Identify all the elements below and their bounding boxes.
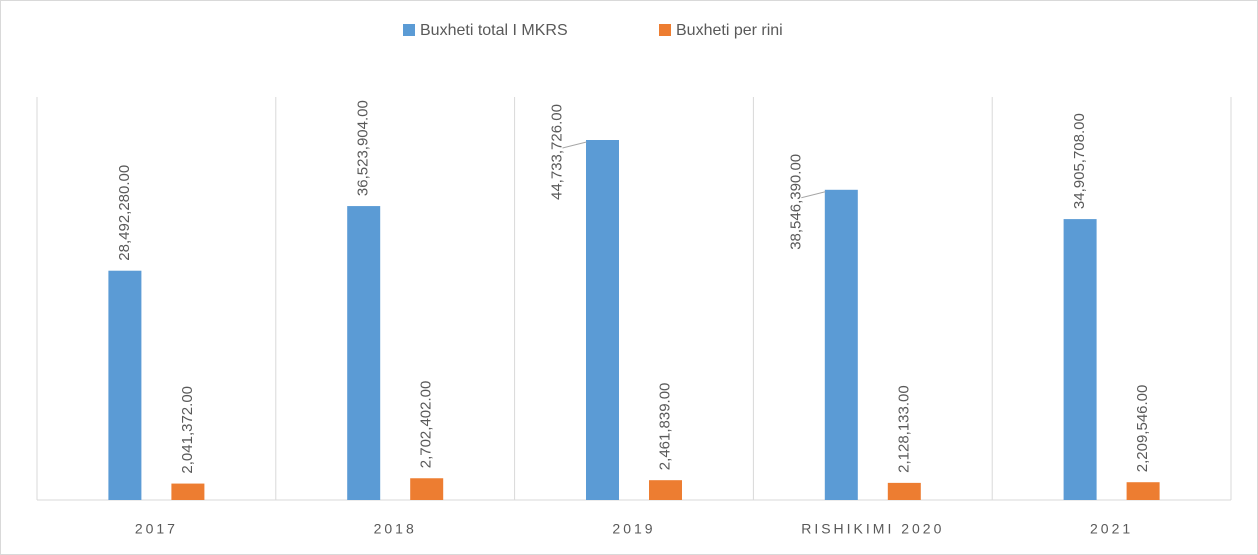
- data-label: 38,546,390.00: [787, 154, 804, 250]
- bar: [586, 140, 619, 500]
- data-label: 36,523,904.00: [355, 100, 372, 196]
- bar: [347, 206, 381, 500]
- data-label: 34,905,708.00: [1071, 113, 1088, 209]
- data-label: 2,209,546.00: [1134, 385, 1151, 473]
- x-tick-label: RISHIKIMI 2020: [801, 521, 944, 537]
- leader-line: [801, 191, 826, 199]
- x-tick-label: 2019: [612, 521, 655, 537]
- leader-line: [562, 141, 587, 149]
- data-label: 2,702,402.00: [418, 381, 435, 469]
- data-label: 2,128,133.00: [895, 385, 912, 473]
- bar: [171, 483, 205, 500]
- data-label: 2,041,372.00: [179, 386, 196, 474]
- bar: [1126, 482, 1160, 500]
- bar: [824, 189, 858, 500]
- data-label: 28,492,280.00: [116, 165, 133, 261]
- bar: [649, 480, 682, 500]
- x-tick-label: 2018: [374, 521, 417, 537]
- data-label: 2,461,839.00: [656, 383, 673, 471]
- legend-swatch: [659, 24, 671, 36]
- legend-label: Buxheti total I MKRS: [420, 22, 568, 39]
- x-tick-label: 2017: [135, 521, 178, 537]
- bar: [108, 270, 142, 500]
- bar: [887, 482, 921, 500]
- bar: [1063, 219, 1097, 500]
- legend-label: Buxheti per rini: [676, 22, 783, 39]
- x-tick-label: 2021: [1090, 521, 1133, 537]
- data-label: 44,733,726.00: [548, 104, 565, 200]
- bar: [410, 478, 444, 500]
- legend-swatch: [403, 24, 415, 36]
